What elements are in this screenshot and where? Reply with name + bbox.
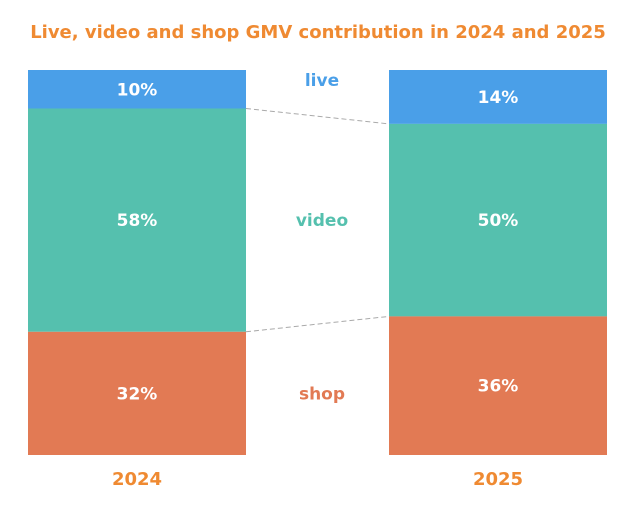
- connector-line-live-video: [245, 108, 390, 125]
- category-labels-group: live video shop: [296, 71, 348, 404]
- year-labels-group: 2024 2025: [112, 469, 523, 490]
- x-tick-label-2024: 2024: [112, 469, 162, 490]
- series-label-video: video: [296, 211, 348, 231]
- connector-line-video-shop: [245, 315, 390, 333]
- data-label-shop-2024: 32%: [117, 384, 158, 404]
- data-label-shop-2025: 36%: [478, 377, 519, 397]
- data-label-video-2025: 50%: [478, 211, 519, 231]
- series-label-shop: shop: [299, 384, 345, 404]
- bar-segment-video-2025: [389, 123, 607, 317]
- bar-segment-video-2024: [28, 108, 246, 332]
- bar-segment-live-2024: [28, 70, 246, 109]
- bars-group: [28, 70, 607, 455]
- segment-labels-group: 10% 58% 32% 14% 50% 36%: [117, 80, 519, 404]
- data-label-video-2024: 58%: [117, 211, 158, 231]
- data-label-live-2024: 10%: [117, 80, 158, 100]
- bar-segment-shop-2024: [28, 331, 246, 455]
- data-label-live-2025: 14%: [478, 88, 519, 108]
- chart-title: Live, video and shop GMV contribution in…: [30, 22, 606, 43]
- series-label-live: live: [305, 71, 339, 91]
- bar-segment-live-2025: [389, 70, 607, 124]
- bar-segment-shop-2025: [389, 316, 607, 455]
- x-tick-label-2025: 2025: [473, 469, 523, 490]
